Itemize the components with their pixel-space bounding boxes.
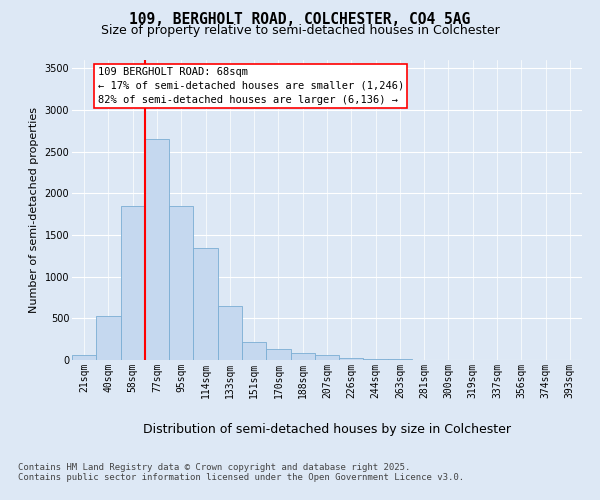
Bar [339, 358, 364, 360]
Y-axis label: Number of semi-detached properties: Number of semi-detached properties [29, 107, 39, 313]
Bar [96, 316, 121, 360]
Bar [72, 355, 96, 360]
Text: Contains HM Land Registry data © Crown copyright and database right 2025.
Contai: Contains HM Land Registry data © Crown c… [18, 462, 464, 482]
Bar [290, 354, 315, 360]
Bar [218, 306, 242, 360]
Bar [364, 358, 388, 360]
Bar [145, 139, 169, 360]
Bar [266, 349, 290, 360]
Text: Size of property relative to semi-detached houses in Colchester: Size of property relative to semi-detach… [101, 24, 499, 37]
Text: Distribution of semi-detached houses by size in Colchester: Distribution of semi-detached houses by … [143, 422, 511, 436]
Text: 109, BERGHOLT ROAD, COLCHESTER, CO4 5AG: 109, BERGHOLT ROAD, COLCHESTER, CO4 5AG [130, 12, 470, 28]
Bar [193, 248, 218, 360]
Bar [315, 356, 339, 360]
Bar [121, 206, 145, 360]
Text: 109 BERGHOLT ROAD: 68sqm
← 17% of semi-detached houses are smaller (1,246)
82% o: 109 BERGHOLT ROAD: 68sqm ← 17% of semi-d… [97, 66, 404, 104]
Bar [169, 206, 193, 360]
Bar [242, 342, 266, 360]
